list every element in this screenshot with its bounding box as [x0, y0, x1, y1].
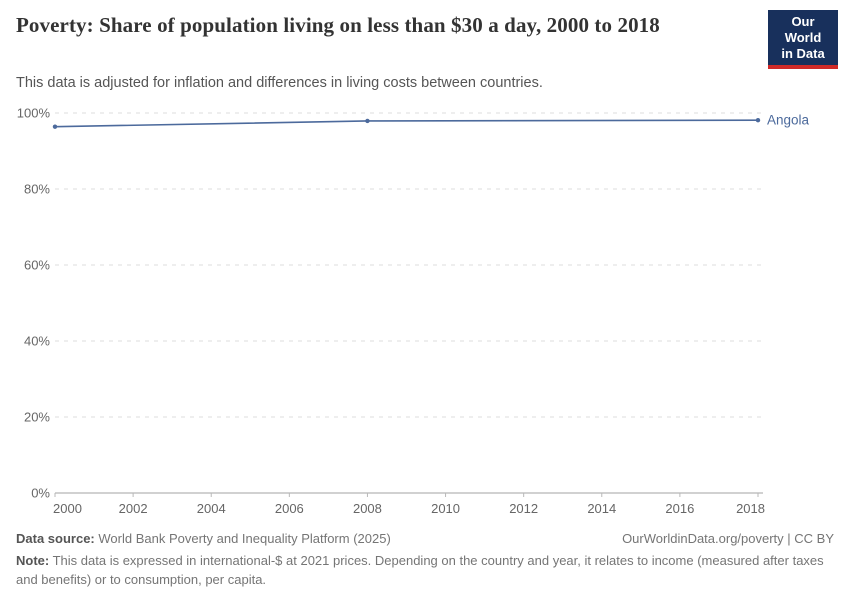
- data-source: Data source: World Bank Poverty and Ineq…: [16, 529, 391, 548]
- series-line-angola: [54, 119, 759, 128]
- data-point: [52, 124, 58, 129]
- credit-link: OurWorldinData.org/poverty | CC BY: [622, 531, 834, 546]
- series-label: Angola: [767, 113, 810, 128]
- x-tick-label: 2016: [665, 501, 694, 516]
- x-tick-label: 2010: [431, 501, 460, 516]
- x-tick-label: 2008: [353, 501, 382, 516]
- line-chart: 0% 20% 40% 60% 80% 100% 2000 2002 2004 2006 2008 20…: [17, 106, 810, 517]
- y-tick-label: 60%: [24, 258, 50, 273]
- note-label: Note:: [16, 553, 50, 568]
- y-tick-label: 100%: [17, 106, 51, 121]
- data-source-label: Data source:: [16, 531, 95, 546]
- logo-line2: in Data: [781, 46, 825, 61]
- chart-subtitle: This data is adjusted for inflation and …: [16, 75, 543, 91]
- owid-logo-text: Our World in Data: [768, 10, 838, 65]
- note-text: This data is expressed in international-…: [16, 553, 824, 587]
- note: Note: This data is expressed in internat…: [16, 551, 834, 589]
- logo-line1: Our World: [784, 14, 822, 45]
- y-tick-label: 0%: [31, 486, 50, 501]
- chart-footer: Data source: World Bank Poverty and Ineq…: [16, 529, 834, 589]
- y-tick-label: 20%: [24, 410, 50, 425]
- x-tick-label: 2000: [53, 501, 82, 516]
- y-tick-label: 80%: [24, 182, 50, 197]
- data-source-text: World Bank Poverty and Inequality Platfo…: [98, 531, 391, 546]
- x-tick-label: 2018: [736, 501, 765, 516]
- x-tick-label: 2006: [275, 501, 304, 516]
- x-tick-label: 2014: [587, 501, 616, 516]
- x-tick-label: 2004: [197, 501, 226, 516]
- x-tick-label: 2012: [509, 501, 538, 516]
- logo-red-bar: [768, 65, 838, 69]
- chart-title: Poverty: Share of population living on l…: [16, 13, 660, 37]
- data-point: [365, 118, 370, 124]
- data-point: [755, 118, 761, 123]
- owid-logo: Our World in Data: [768, 10, 838, 69]
- y-tick-label: 40%: [24, 334, 50, 349]
- x-tick-label: 2002: [119, 501, 148, 516]
